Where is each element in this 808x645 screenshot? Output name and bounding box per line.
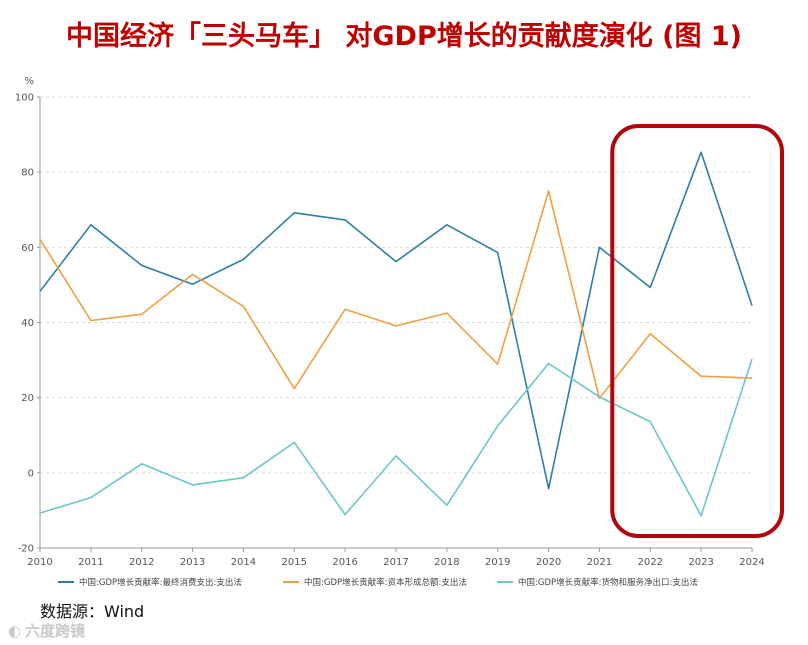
axes: -20 0 20 40 60 80 100% 2010 2011 2012 2013 2014 2015… [15, 76, 765, 568]
x-tick-label: 2021 [587, 557, 612, 568]
y-unit-label: % [24, 76, 34, 87]
watermark-text: 六度跨镜 [25, 622, 86, 640]
x-tick-label: 2014 [231, 557, 256, 568]
series-line-1 [39, 151, 753, 490]
chart-title: 中国经济「三头马车」 对GDP增长的贡献度演化 (图 1) [65, 21, 743, 52]
highlight-box [610, 124, 784, 538]
x-tick-label: 2022 [638, 557, 663, 568]
watermark: ◐ 六度跨镜 [8, 620, 85, 641]
legend-label: 中国:GDP增长贡献率:资本形成总额:支出法 [304, 577, 467, 588]
y-tick-label: 20 [21, 393, 34, 404]
x-tick-label: 2010 [27, 557, 52, 568]
y-tick-label: -20 [18, 544, 34, 555]
series-lines [39, 151, 753, 517]
legend-label: 中国:GDP增长贡献率:最终消费支出:支出法 [79, 577, 242, 588]
x-tick-label: 2017 [383, 557, 408, 568]
x-tick-label: 2015 [282, 557, 307, 568]
x-tick-label: 2018 [434, 557, 459, 568]
series-line-3 [39, 358, 753, 517]
highlight-box-group [610, 124, 784, 538]
legend: 中国:GDP增长贡献率:最终消费支出:支出法 中国:GDP增长贡献率:资本形成总额… [58, 577, 698, 588]
y-tick-label: 60 [21, 243, 34, 254]
y-tick-label: 80 [21, 168, 34, 179]
x-tick-label: 2023 [688, 557, 713, 568]
x-tick-label: 2016 [332, 557, 357, 568]
legend-label: 中国:GDP增长贡献率:货物和服务净出口:支出法 [518, 577, 698, 588]
y-tick-label: 40 [21, 318, 34, 329]
source-note: 数据源：Wind [40, 602, 145, 621]
x-tick-label: 2013 [180, 557, 205, 568]
x-tick-label: 2012 [129, 557, 154, 568]
series-line-2 [39, 190, 753, 400]
x-tick-label: 2024 [739, 557, 764, 568]
y-tick-label: 100 [15, 93, 34, 104]
grid-lines [40, 96, 752, 549]
y-tick-label: 0 [28, 468, 34, 479]
x-tick-label: 2019 [485, 557, 510, 568]
x-tick-label: 2020 [536, 557, 561, 568]
x-tick-label: 2011 [78, 557, 103, 568]
watermark-logo-icon: ◐ [8, 622, 22, 640]
